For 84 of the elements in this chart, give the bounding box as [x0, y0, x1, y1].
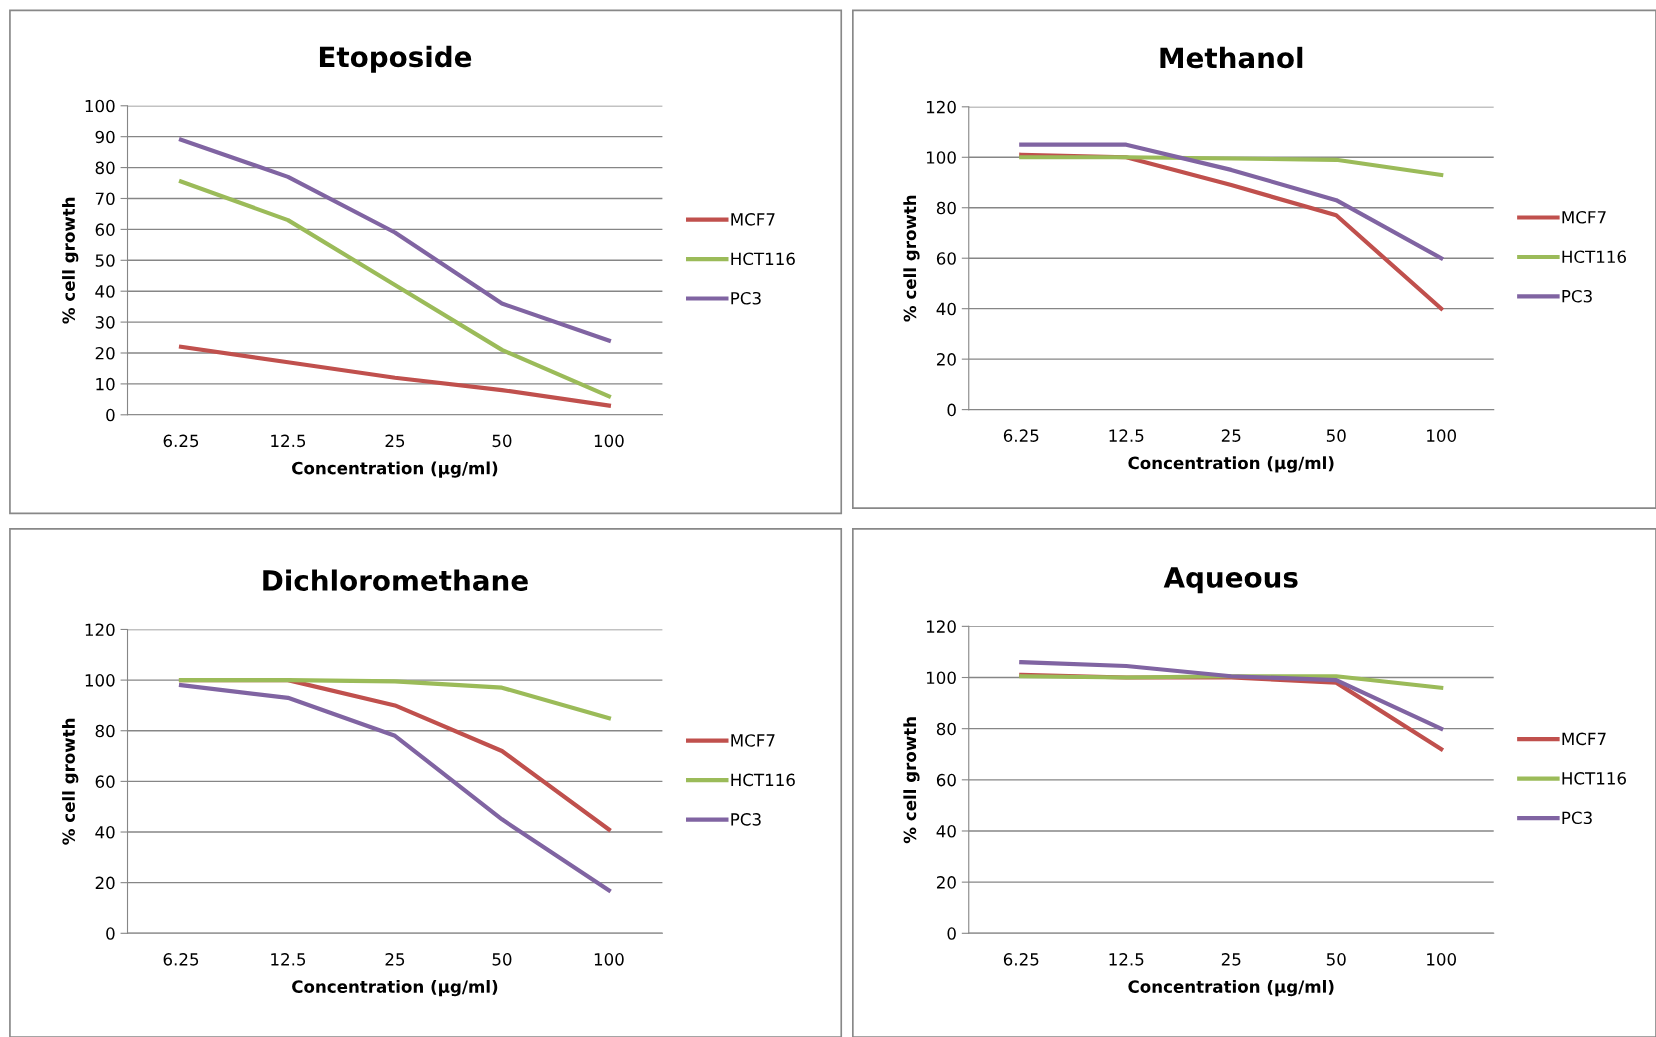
line-series — [178, 344, 611, 408]
legend-label: MCF7 — [1562, 732, 1606, 746]
x-tick-label: 6.25 — [1003, 953, 1039, 966]
line-series — [1019, 155, 1444, 178]
legend-label: MCF7 — [1562, 210, 1606, 224]
y-tick-label: 120 — [85, 623, 115, 637]
y-tick-label: 40 — [95, 825, 115, 839]
y-tick-label: 100 — [85, 99, 115, 113]
line-series — [178, 179, 611, 399]
chart-title: Etoposide — [319, 45, 472, 73]
y-tick-label: 0 — [947, 927, 956, 940]
y-tick-label: 80 — [95, 161, 115, 175]
y-tick-label: 80 — [936, 201, 956, 215]
x-tick-label: 25 — [1221, 953, 1241, 966]
line-series — [178, 683, 611, 893]
y-tick-label: 20 — [936, 876, 956, 889]
y-tick-label: 70 — [95, 192, 115, 206]
y-axis-title: % cell growth — [903, 717, 920, 844]
y-tick-label: 0 — [106, 927, 115, 940]
y-axis-title: % cell growth — [903, 195, 920, 322]
y-tick-label: 100 — [926, 151, 956, 164]
x-tick-label: 25 — [1221, 429, 1241, 442]
legend-label: MCF7 — [731, 734, 775, 747]
line-series — [1019, 142, 1444, 261]
legend-label: PC3 — [1562, 811, 1592, 825]
y-tick-label: 40 — [936, 302, 956, 316]
x-axis-title: Concentration (µg/ml) — [1128, 979, 1334, 997]
y-tick-label: 50 — [95, 254, 115, 267]
legend-label: PC3 — [731, 291, 761, 305]
y-tick-label: 0 — [947, 403, 956, 417]
legend-label: HCT116 — [1562, 772, 1626, 785]
y-tick-label: 40 — [936, 824, 956, 838]
y-tick-label: 20 — [95, 346, 115, 360]
y-tick-label: 100 — [85, 674, 115, 687]
x-tick-label: 25 — [385, 953, 405, 966]
x-tick-label: 12.5 — [1109, 429, 1144, 442]
chart-title: Dichloromethane — [263, 569, 528, 591]
legend-label: PC3 — [1562, 289, 1592, 303]
legend-label: PC3 — [731, 813, 761, 826]
y-axis-title: % cell growth — [62, 718, 79, 845]
x-tick-label: 6.25 — [163, 953, 199, 966]
x-tick-label: 100 — [594, 953, 624, 966]
x-tick-label: 100 — [1427, 953, 1457, 966]
y-tick-label: 100 — [926, 671, 956, 685]
y-tick-label: 40 — [95, 285, 115, 298]
line-series — [1019, 660, 1444, 731]
x-axis-title: Concentration (µg/ml) — [292, 461, 498, 478]
y-tick-label: 30 — [95, 316, 115, 329]
x-tick-label: 12.5 — [1109, 953, 1144, 966]
x-axis-title: Concentration (µg/ml) — [292, 979, 498, 997]
y-tick-label: 60 — [936, 252, 956, 265]
legend-label: HCT116 — [731, 773, 795, 787]
y-tick-label: 120 — [926, 100, 956, 114]
line-series — [178, 678, 611, 721]
x-tick-label: 6.25 — [163, 434, 199, 448]
x-tick-label: 100 — [594, 434, 624, 448]
legend-label: HCT116 — [731, 252, 795, 266]
line-series — [178, 137, 611, 343]
chart-title: Aqueous — [1163, 567, 1298, 594]
y-tick-label: 80 — [95, 724, 115, 738]
y-tick-label: 80 — [936, 722, 956, 736]
x-tick-label: 50 — [492, 434, 512, 448]
y-tick-label: 20 — [936, 353, 956, 366]
x-axis-title: Concentration (µg/ml) — [1128, 456, 1334, 473]
x-tick-label: 6.25 — [1003, 429, 1039, 442]
y-tick-label: 60 — [95, 223, 115, 236]
y-tick-label: 10 — [96, 377, 115, 391]
y-tick-label: 60 — [936, 773, 956, 787]
y-tick-label: 60 — [95, 775, 115, 788]
x-tick-label: 50 — [1326, 953, 1346, 966]
x-tick-label: 50 — [1326, 429, 1346, 442]
y-tick-label: 90 — [95, 130, 115, 144]
y-tick-label: 20 — [95, 876, 115, 890]
chart-title: Methanol — [1160, 46, 1303, 69]
y-axis-title: % cell growth — [62, 197, 79, 324]
legend-label: HCT116 — [1562, 250, 1626, 264]
x-tick-label: 100 — [1427, 429, 1457, 442]
x-tick-label: 12.5 — [271, 434, 306, 448]
y-tick-label: 120 — [926, 620, 956, 633]
x-tick-label: 50 — [492, 953, 512, 966]
legend-label: MCF7 — [731, 213, 775, 226]
y-tick-label: 0 — [106, 408, 115, 422]
x-tick-label: 12.5 — [271, 953, 306, 966]
x-tick-label: 25 — [385, 434, 405, 448]
